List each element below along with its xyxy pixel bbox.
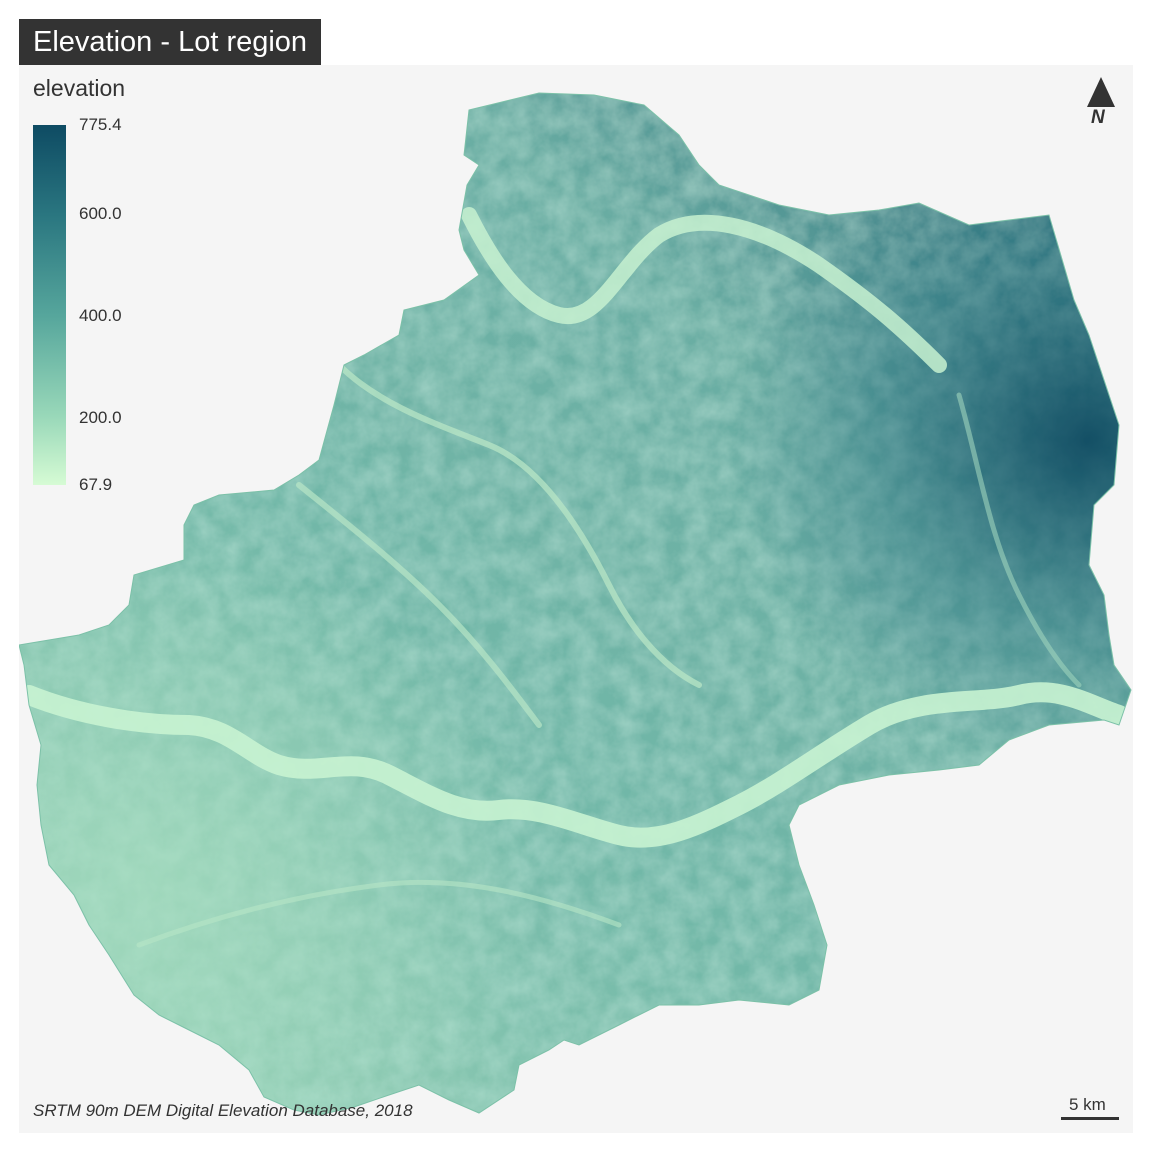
- legend-tick-label: 67.9: [79, 475, 113, 494]
- legend-title: elevation: [33, 75, 126, 101]
- river-valley-west: [336, 362, 702, 688]
- river-valley-north: [461, 207, 947, 373]
- north-arrow-icon: [1087, 77, 1115, 107]
- legend-tick-label: 775.4: [79, 115, 122, 134]
- region-shape[interactable]: [19, 93, 1131, 1115]
- map-title: Elevation - Lot region: [19, 19, 322, 65]
- river-valley-east: [956, 392, 1082, 688]
- legend-tick-label: 400.0: [79, 306, 122, 326]
- scale-bar-label: 5 km: [1069, 1095, 1106, 1114]
- legend-tick-label: 200.0: [79, 407, 122, 427]
- river-valley-south: [136, 879, 622, 948]
- legend-tick-label: 600.0: [79, 204, 122, 224]
- map-panel[interactable]: elevation 775.4 600.0 400.0 200.0 67.9 N SRT…: [19, 65, 1133, 1133]
- elevation-map[interactable]: [19, 65, 1133, 1133]
- river-valley-center: [296, 482, 542, 728]
- river-valley-main: [19, 682, 1129, 848]
- map-credits: SRTM 90m DEM Digital Elevation Database,…: [33, 1101, 413, 1120]
- north-label: N: [1091, 107, 1105, 128]
- legend-colorbar: [33, 125, 66, 485]
- scale-bar: [1061, 1117, 1119, 1120]
